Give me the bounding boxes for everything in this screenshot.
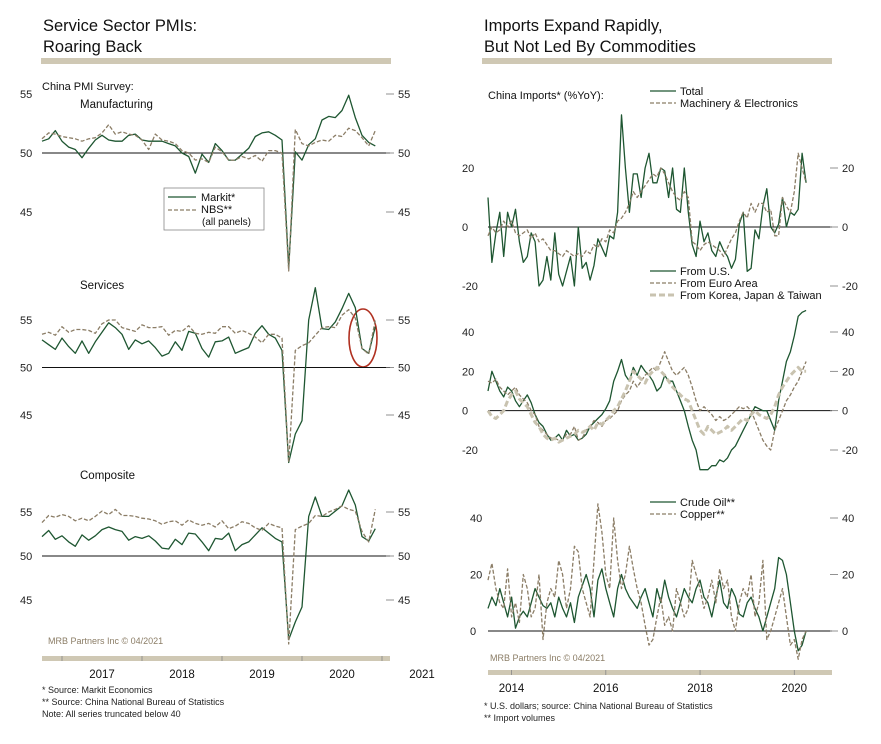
services-ytick-right: 50 xyxy=(398,363,410,375)
left-footnotes: * Source: Markit Economics ** Source: Ch… xyxy=(42,684,224,720)
manufacturing-ytick-right: 45 xyxy=(398,207,410,219)
manufacturing-ytick-right: 55 xyxy=(398,89,410,101)
left-footnote-1: * Source: Markit Economics xyxy=(42,685,153,695)
right-xaxis-bar xyxy=(488,670,832,675)
chart-layer: 45 45 50 50 55 55 45 45 50 50 55 55 45 45 50 50 55 55 -20 -… xyxy=(20,89,858,695)
imports_region-ytick-right: 20 xyxy=(842,366,854,378)
imports_region-ytick-left: -20 xyxy=(462,445,478,457)
composite-ytick-right: 45 xyxy=(398,595,410,607)
imports_total-ytick-left: 0 xyxy=(462,222,468,234)
left-xaxis-label: 2019 xyxy=(249,669,275,681)
right-xaxis-label: 2014 xyxy=(499,683,525,695)
imports_region-ytick-left: 40 xyxy=(462,327,474,339)
imports_commodity-ytick-right: 20 xyxy=(842,570,854,582)
survey-label: China PMI Survey: xyxy=(42,81,134,93)
left-title-line2: Roaring Back xyxy=(43,38,143,56)
manufacturing-ytick-right: 50 xyxy=(398,148,410,160)
legend-region-group: From U.S. From Euro Area From Korea, Jap… xyxy=(650,266,822,302)
legend-nbs-note: (all panels) xyxy=(202,217,251,228)
services-series-0 xyxy=(41,287,376,464)
left-credit: MRB Partners Inc © 04/2021 xyxy=(48,636,163,646)
legend-copper: Copper** xyxy=(680,509,725,521)
imports_total-series-1 xyxy=(487,152,807,258)
imports_commodity-ytick-right: 40 xyxy=(842,513,854,525)
services-series-1 xyxy=(41,308,376,464)
legend-machinery: Machinery & Electronics xyxy=(680,98,798,110)
left-footnote-3: Note: All series truncated below 40 xyxy=(42,709,181,719)
services-ytick-right: 55 xyxy=(398,315,410,327)
imports_region-ytick-right: -20 xyxy=(842,445,858,457)
services-title: Services xyxy=(80,280,124,292)
manufacturing-ytick-left: 55 xyxy=(20,89,32,101)
left-legend: Markit* NBS** (all panels) xyxy=(163,187,265,231)
right-title-line1: Imports Expand Rapidly, xyxy=(484,17,663,35)
left-xaxis-label: 2018 xyxy=(169,669,195,681)
imports_region-ytick-left: 20 xyxy=(462,366,474,378)
legend-total: Total xyxy=(680,86,703,98)
imports_region-series-0 xyxy=(487,309,807,471)
manufacturing-series-1 xyxy=(41,124,376,272)
imports_region-series-2 xyxy=(486,365,807,444)
services-ytick-left: 55 xyxy=(20,315,32,327)
left-panel-title: Service Sector PMIs: Roaring Back xyxy=(43,16,197,58)
imports_total-ytick-right: 0 xyxy=(842,222,848,234)
right-footnote-2: ** Import volumes xyxy=(484,713,556,723)
imports_total-ytick-right: 20 xyxy=(842,163,854,175)
right-xaxis-label: 2020 xyxy=(782,683,808,695)
imports_commodity-ytick-right: 0 xyxy=(842,626,848,638)
right-footnote-1: * U.S. dollars; source: China National B… xyxy=(484,701,713,711)
left-xaxis-label: 2017 xyxy=(89,669,115,681)
legend-crude: Crude Oil** xyxy=(680,497,736,509)
services-ytick-left: 45 xyxy=(20,410,32,422)
right-xaxis-label: 2018 xyxy=(687,683,713,695)
manufacturing-series-0 xyxy=(41,94,376,269)
imports_region-series-1 xyxy=(487,351,807,451)
composite-ytick-right: 55 xyxy=(398,507,410,519)
composite-series-1 xyxy=(41,505,376,645)
services-ytick-left: 50 xyxy=(20,363,32,375)
left-title-line1: Service Sector PMIs: xyxy=(43,17,198,35)
left-xaxis-label: 2021 xyxy=(409,669,435,681)
right-credit: MRB Partners Inc © 04/2021 xyxy=(490,653,605,663)
composite-series-0 xyxy=(41,489,376,641)
imports_region-ytick-right: 40 xyxy=(842,327,854,339)
imports_total-ytick-right: -20 xyxy=(842,281,858,293)
imports_region-ytick-right: 0 xyxy=(842,406,848,418)
right-title-rule xyxy=(482,58,832,64)
imports_commodity-series-1 xyxy=(487,503,807,660)
composite-ytick-left: 50 xyxy=(20,551,32,563)
manufacturing-ytick-left: 50 xyxy=(20,148,32,160)
right-panel-title: Imports Expand Rapidly, But Not Led By C… xyxy=(484,16,696,58)
composite-ytick-right: 50 xyxy=(398,551,410,563)
imports_commodity-ytick-left: 40 xyxy=(470,513,482,525)
right-footnotes: * U.S. dollars; source: China National B… xyxy=(484,700,713,724)
right-title-line2: But Not Led By Commodities xyxy=(484,38,696,56)
legend-us: From U.S. xyxy=(680,266,730,278)
left-xaxis-bar xyxy=(42,656,390,661)
right-xaxis-label: 2016 xyxy=(593,683,619,695)
manufacturing-ytick-left: 45 xyxy=(20,207,32,219)
imports_total-ytick-left: -20 xyxy=(462,281,478,293)
composite-ytick-left: 45 xyxy=(20,595,32,607)
imports_total-ytick-left: 20 xyxy=(462,163,474,175)
composite-title: Composite xyxy=(80,470,135,482)
left-footnote-2: ** Source: China National Bureau of Stat… xyxy=(42,697,225,707)
legend-markit: Markit* xyxy=(201,192,236,204)
imports_total-series-0 xyxy=(487,114,807,287)
legend-kjt: From Korea, Japan & Taiwan xyxy=(680,290,822,302)
imports-total-title: China Imports* (%YoY): xyxy=(488,90,604,102)
legend-euro: From Euro Area xyxy=(680,278,759,290)
composite-ytick-left: 55 xyxy=(20,507,32,519)
legend-total-group: Total Machinery & Electronics xyxy=(650,86,798,110)
legend-nbs: NBS** xyxy=(201,204,233,216)
services-ytick-right: 45 xyxy=(398,410,410,422)
imports_region-ytick-left: 0 xyxy=(462,406,468,418)
left-title-rule xyxy=(41,58,391,64)
legend-commodity-group: Crude Oil** Copper** xyxy=(650,497,736,521)
imports_commodity-ytick-left: 20 xyxy=(470,570,482,582)
imports_commodity-ytick-left: 0 xyxy=(470,626,476,638)
left-xaxis-label: 2020 xyxy=(329,669,355,681)
manufacturing-title: Manufacturing xyxy=(80,99,153,111)
